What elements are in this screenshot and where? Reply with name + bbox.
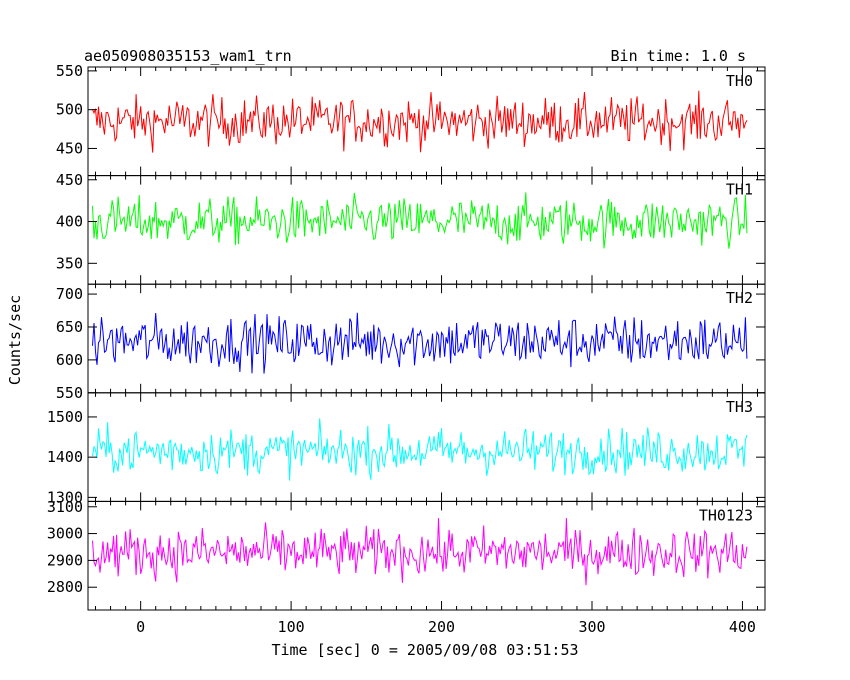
series-line-th0123	[92, 517, 748, 586]
x-tick-label: 0	[136, 618, 145, 636]
y-tick-label: 3100	[47, 498, 83, 516]
x-tick-label: 300	[578, 618, 605, 636]
panel-label-th3: TH3	[726, 398, 753, 416]
x-tick-label: 200	[428, 618, 455, 636]
y-tick-label: 400	[56, 213, 83, 231]
y-tick-label: 3000	[47, 525, 83, 543]
panel-frame-th3	[87, 392, 766, 502]
y-tick-label: 1400	[47, 448, 83, 466]
x-tick-label: 400	[729, 618, 756, 636]
series-line-th0	[92, 90, 748, 153]
panel-label-th0123: TH0123	[699, 506, 753, 524]
y-tick-label: 450	[56, 139, 83, 157]
y-tick-label: 350	[56, 254, 83, 272]
y-tick-label: 2900	[47, 551, 83, 569]
y-tick-label: 550	[56, 384, 83, 402]
y-tick-label: 1300	[47, 488, 83, 506]
panel-label-th0: TH0	[726, 72, 753, 90]
panels-group: 450 500 550 TH0 350 400 450 TH1 550 600 650 700 TH2 1…	[47, 62, 766, 636]
x-axis-label: Time [sec] 0 = 2005/09/08 03:51:53	[271, 641, 578, 659]
y-tick-label: 550	[56, 62, 83, 80]
y-tick-label: 2800	[47, 578, 83, 596]
y-tick-label: 450	[56, 171, 83, 189]
panel-label-th2: TH2	[726, 289, 753, 307]
series-line-th3	[92, 418, 748, 481]
y-tick-label: 650	[56, 318, 83, 336]
y-tick-label: 1500	[47, 408, 83, 426]
y-axis-label: Counts/sec	[6, 295, 24, 385]
plot-title: ae050908035153_wam1_trn	[84, 47, 292, 65]
y-tick-label: 500	[56, 101, 83, 119]
series-line-th2	[92, 312, 748, 374]
y-tick-label: 600	[56, 351, 83, 369]
series-line-th1	[92, 192, 748, 249]
bin-time-label: Bin time: 1.0 s	[611, 47, 746, 65]
y-tick-label: 700	[56, 285, 83, 303]
x-tick-label: 100	[278, 618, 305, 636]
panel-label-th1: TH1	[726, 181, 753, 199]
